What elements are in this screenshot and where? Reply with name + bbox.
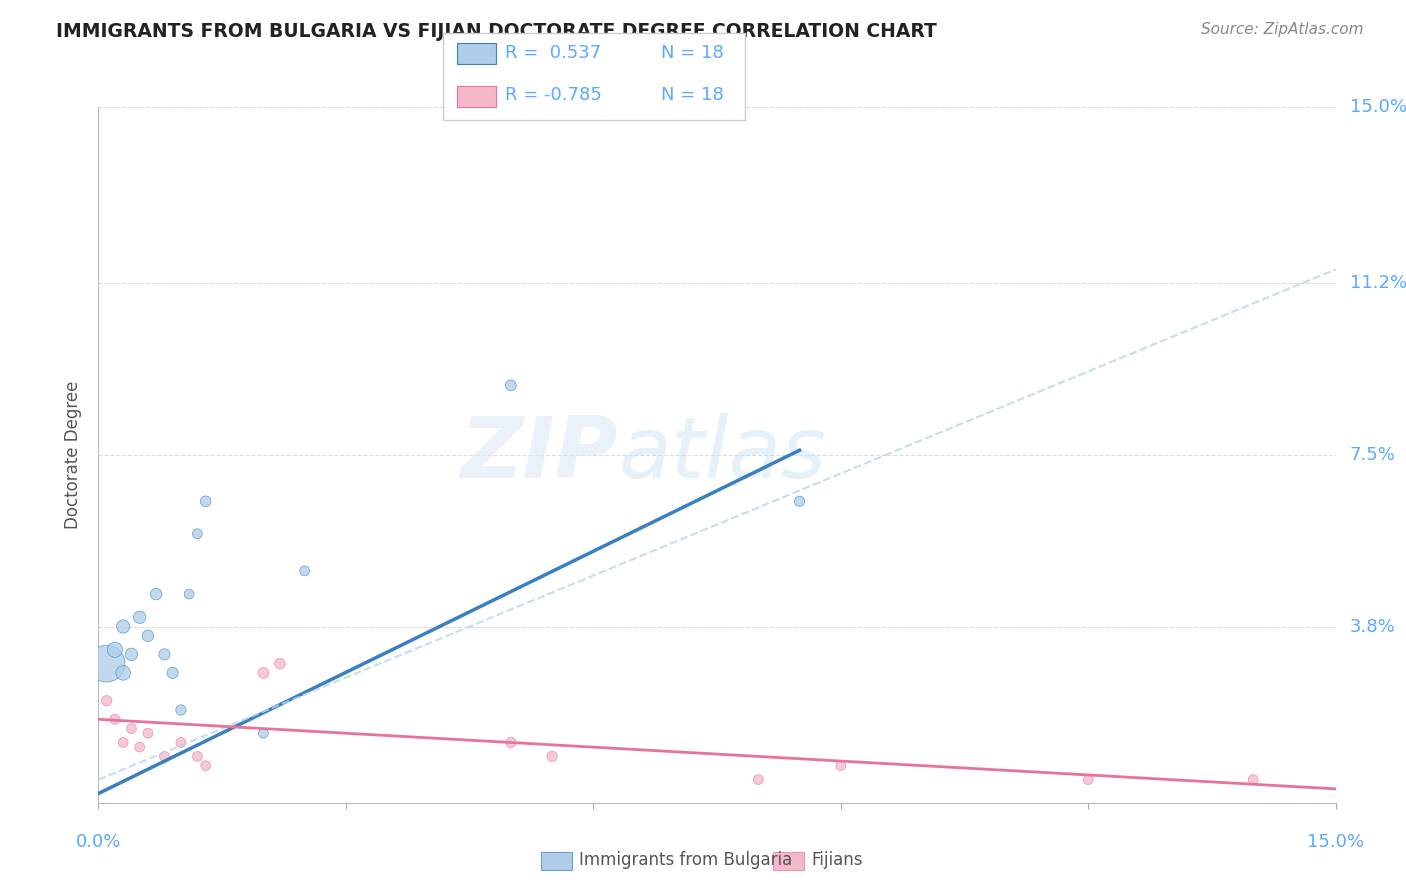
Point — [252, 726, 274, 740]
Point — [252, 665, 274, 680]
Point — [153, 749, 176, 764]
Point — [1241, 772, 1264, 787]
Point — [112, 665, 135, 680]
Point — [269, 657, 291, 671]
Point — [162, 665, 184, 680]
Text: IMMIGRANTS FROM BULGARIA VS FIJIAN DOCTORATE DEGREE CORRELATION CHART: IMMIGRANTS FROM BULGARIA VS FIJIAN DOCTO… — [56, 22, 938, 41]
Point — [186, 749, 208, 764]
Point — [499, 735, 522, 749]
Point — [96, 657, 118, 671]
Text: Immigrants from Bulgaria: Immigrants from Bulgaria — [579, 851, 793, 869]
Point — [120, 648, 142, 662]
Point — [499, 378, 522, 392]
Point — [104, 642, 127, 657]
Text: 7.5%: 7.5% — [1350, 446, 1396, 464]
Point — [145, 587, 167, 601]
Point — [136, 726, 159, 740]
Point — [112, 735, 135, 749]
Point — [179, 587, 201, 601]
Point — [153, 648, 176, 662]
Point — [194, 494, 217, 508]
Text: 15.0%: 15.0% — [1350, 98, 1406, 116]
Text: N = 18: N = 18 — [661, 87, 724, 104]
Text: 11.2%: 11.2% — [1350, 275, 1406, 293]
Point — [830, 758, 852, 772]
Point — [541, 749, 564, 764]
Point — [1077, 772, 1099, 787]
Y-axis label: Doctorate Degree: Doctorate Degree — [65, 381, 83, 529]
Point — [136, 629, 159, 643]
Point — [170, 703, 193, 717]
Point — [186, 526, 208, 541]
Text: 15.0%: 15.0% — [1308, 833, 1364, 851]
Text: R =  0.537: R = 0.537 — [505, 44, 600, 62]
Point — [194, 758, 217, 772]
Point — [789, 494, 811, 508]
Text: N = 18: N = 18 — [661, 44, 724, 62]
Text: ZIP: ZIP — [460, 413, 619, 497]
Point — [294, 564, 316, 578]
Text: Source: ZipAtlas.com: Source: ZipAtlas.com — [1201, 22, 1364, 37]
Point — [120, 722, 142, 736]
Point — [104, 712, 127, 726]
Point — [96, 694, 118, 708]
Text: R = -0.785: R = -0.785 — [505, 87, 602, 104]
Point — [128, 740, 150, 755]
Text: 3.8%: 3.8% — [1350, 617, 1395, 635]
Point — [128, 610, 150, 624]
Point — [747, 772, 769, 787]
Text: atlas: atlas — [619, 413, 827, 497]
Point — [170, 735, 193, 749]
Point — [112, 619, 135, 633]
Text: Fijians: Fijians — [811, 851, 863, 869]
Text: 0.0%: 0.0% — [76, 833, 121, 851]
